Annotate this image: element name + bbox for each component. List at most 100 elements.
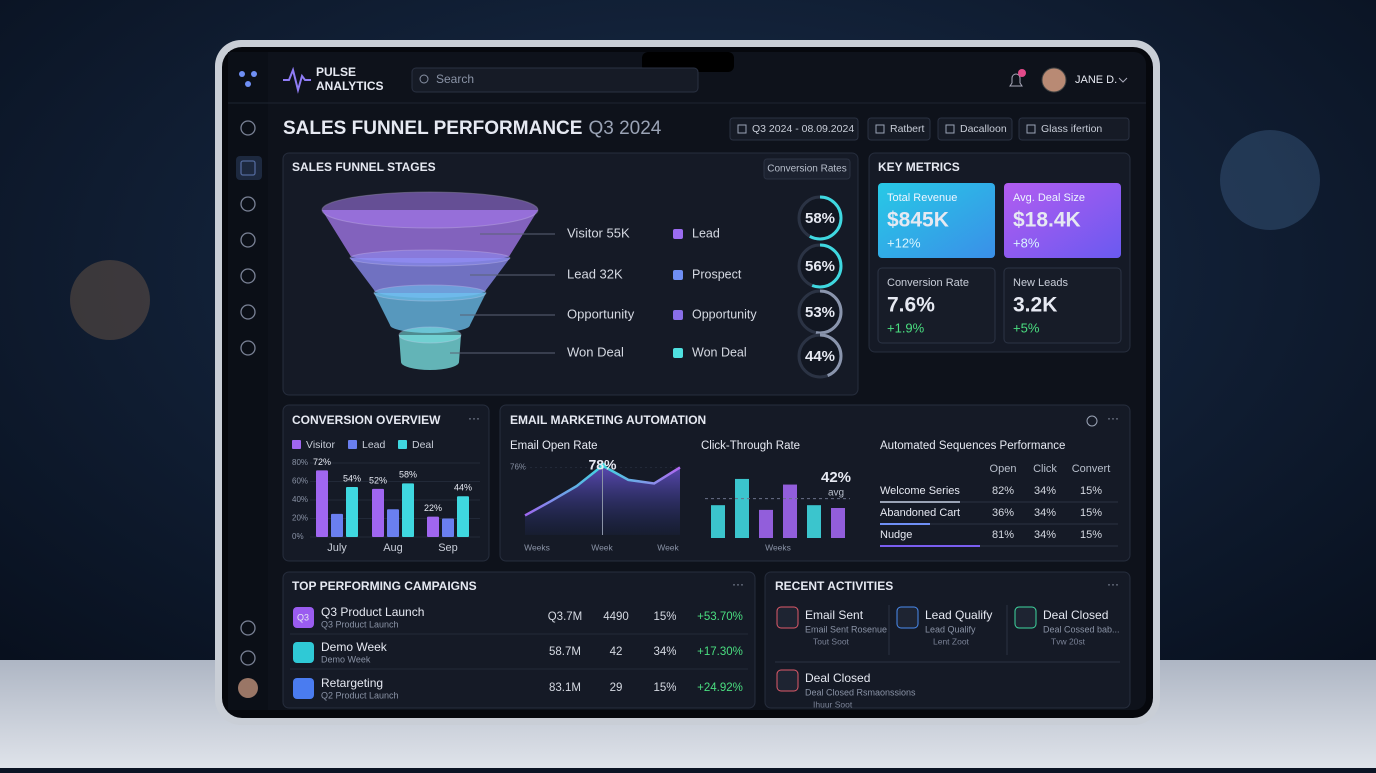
activity-time: Ihuur Soot (813, 699, 853, 709)
toolbar-icon (945, 124, 955, 134)
toolbar-icon (875, 124, 885, 134)
panel (282, 571, 756, 709)
x-tick-label: July (327, 542, 347, 554)
metric-change: +1.9% (887, 320, 925, 335)
metric-value: 7.6% (887, 294, 935, 317)
campaign-icon (293, 642, 314, 663)
toolbar-button[interactable] (1018, 117, 1130, 141)
legend-swatch (348, 440, 357, 449)
bar (402, 483, 414, 537)
campaign-name: Q3 Product Launch (321, 605, 424, 619)
app-logo-dot (251, 71, 257, 77)
bar (759, 509, 773, 538)
y-tick-label: 20% (292, 514, 308, 523)
activity-title: Deal Closed (805, 671, 870, 685)
activity-title: Deal Closed (1043, 608, 1108, 622)
toolbar-label: Q3 2024 - 08.09.2024 (752, 123, 854, 135)
stage-label: Visitor 55K (567, 225, 630, 240)
campaign-sub: Q3 Product Launch (321, 619, 399, 629)
sidebar-icon[interactable] (240, 120, 256, 136)
chart-title: Click-Through Rate (701, 440, 800, 452)
sidebar-icon[interactable] (240, 620, 256, 636)
rate-ring (797, 243, 843, 289)
bar (457, 496, 469, 537)
sidebar-icon[interactable] (240, 196, 256, 212)
metric-change: +5% (1013, 320, 1040, 335)
y-tick-label: 40% (292, 495, 308, 504)
sidebar-avatar[interactable] (238, 678, 258, 698)
stage-label: Lead 32K (567, 266, 623, 281)
campaign-cell: +53.70% (697, 611, 743, 623)
more-menu[interactable]: ··· (732, 577, 744, 591)
x-tick-label: Sep (438, 542, 458, 554)
value-label: 52% (369, 475, 387, 485)
activity-sub: Deal Cossed bab... (1043, 624, 1120, 634)
table-cell: 15% (1080, 507, 1102, 519)
campaign-icon-label: Q3 (297, 612, 309, 622)
funnel-tier (399, 335, 461, 370)
search-box[interactable] (411, 67, 699, 93)
panel-button-label: Conversion Rates (767, 164, 846, 175)
sidebar-icon[interactable] (240, 340, 256, 356)
panel-button[interactable] (763, 158, 851, 180)
campaign-cell: 15% (653, 611, 676, 623)
funnel-rim (349, 249, 511, 267)
metric-value: 3.2K (1013, 294, 1057, 317)
value-label: 54% (343, 473, 361, 483)
y-tick-label: 60% (292, 477, 308, 486)
rate-label: 56% (805, 258, 835, 275)
campaign-cell: +24.92% (697, 682, 743, 694)
sidebar-icon[interactable] (240, 232, 256, 248)
chevron[interactable] (1118, 77, 1128, 83)
row-label: Abandoned Cart (880, 507, 960, 519)
rate-ring (797, 333, 843, 379)
rate-label: 53% (805, 304, 835, 321)
legend-label: Lead (362, 439, 386, 451)
column-header: Convert (1072, 463, 1111, 475)
user-name: JANE D. (1075, 74, 1117, 86)
campaign-sub: Q2 Product Launch (321, 690, 399, 700)
more-menu[interactable]: ··· (1107, 411, 1119, 425)
column-header: Open (990, 463, 1017, 475)
campaign-icon (293, 678, 314, 699)
sidebar-active[interactable] (236, 156, 262, 180)
bokeh (1220, 130, 1320, 230)
table-title: Automated Sequences Performance (880, 440, 1065, 452)
toolbar-button[interactable] (729, 117, 859, 141)
x-tick-label: Week (591, 542, 613, 552)
panel-title: TOP PERFORMING CAMPAIGNS (292, 579, 477, 593)
stage-label: Won Deal (567, 344, 624, 359)
stage-label: Opportunity (567, 306, 635, 321)
metric-value: $18.4K (1013, 209, 1081, 232)
sidebar-icon[interactable] (240, 650, 256, 666)
rate-label: 58% (805, 210, 835, 227)
x-tick-label: Week (657, 542, 679, 552)
toolbar-button[interactable] (867, 117, 931, 141)
more-menu[interactable]: ··· (468, 411, 480, 425)
bar (387, 509, 399, 537)
info-icon[interactable] (1086, 415, 1098, 427)
sidebar-icon[interactable] (240, 304, 256, 320)
legend-label: Visitor (306, 439, 335, 451)
metric-label: Total Revenue (887, 192, 957, 204)
table-cell: 34% (1034, 485, 1056, 497)
avatar[interactable] (1041, 67, 1067, 93)
bell-icon[interactable] (1009, 73, 1023, 87)
legend-swatch (673, 229, 683, 239)
legend-swatch (673, 270, 683, 280)
metric-card (1004, 183, 1121, 258)
toolbar-button[interactable] (937, 117, 1013, 141)
y-tick-label: 80% (292, 458, 308, 467)
rate-ring (797, 289, 843, 335)
more-menu[interactable]: ··· (1107, 577, 1119, 591)
peak-label: 78% (588, 457, 617, 473)
bar (831, 508, 845, 538)
campaign-name: Demo Week (321, 640, 388, 654)
sidebar-icon[interactable] (240, 268, 256, 284)
toolbar-label: Ratbert (890, 123, 925, 135)
legend-swatch (398, 440, 407, 449)
toolbar-icon (737, 124, 747, 134)
campaign-cell: 34% (653, 646, 676, 658)
campaign-cell: 4490 (603, 611, 629, 623)
